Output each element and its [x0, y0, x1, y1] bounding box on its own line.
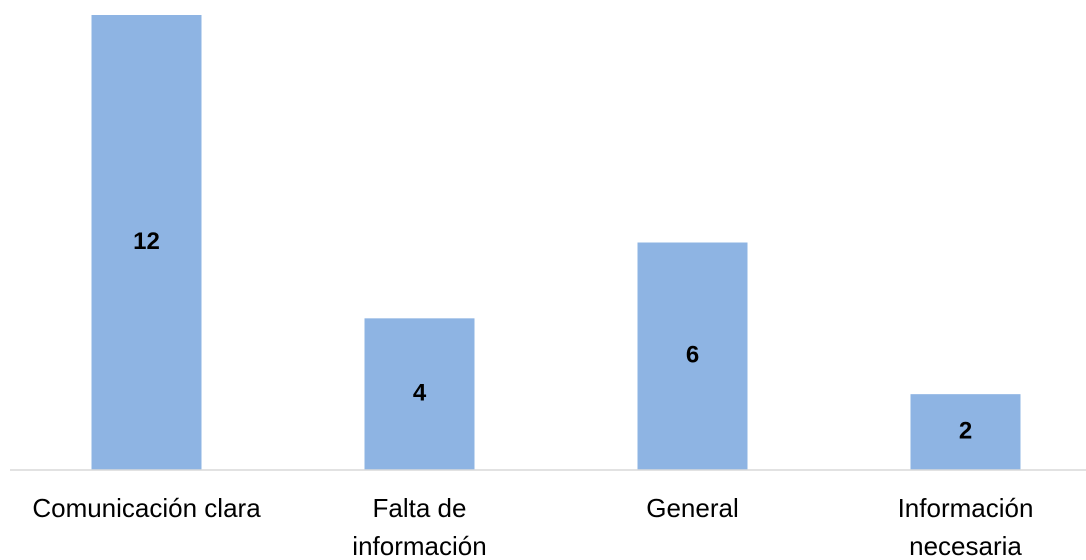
data-label: 2: [959, 417, 972, 444]
x-tick-label: Información necesaria: [897, 493, 1034, 560]
bar: [637, 242, 748, 470]
bar: [910, 394, 1021, 470]
x-tick-label: Comunicación clara: [32, 493, 261, 523]
bar: [364, 318, 475, 470]
bar: [91, 15, 202, 470]
x-tick-label: Falta de información: [352, 493, 487, 560]
x-tick-label: General: [646, 493, 739, 523]
data-label: 4: [413, 380, 427, 407]
data-label: 6: [686, 342, 699, 369]
data-label: 12: [133, 228, 160, 255]
